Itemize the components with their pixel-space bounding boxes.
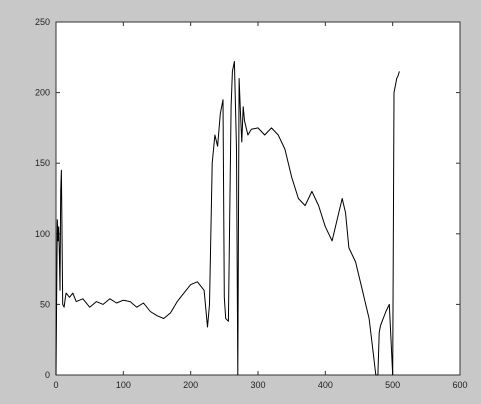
axis-tick-labels: 0 100 200 300 400 500 600 0 50 100 150 200 250 [35, 17, 468, 390]
y-tick-label: 150 [35, 158, 50, 168]
x-tick-label: 100 [116, 380, 131, 390]
plot-area [55, 21, 461, 376]
x-tick-label: 600 [452, 380, 467, 390]
x-tick-label: 300 [250, 380, 265, 390]
y-tick-label: 0 [45, 370, 50, 380]
series-group [55, 61, 400, 376]
x-tick-label: 0 [53, 380, 58, 390]
y-tick-label: 200 [35, 88, 50, 98]
y-tick-label: 50 [40, 299, 50, 309]
x-tick-label: 200 [183, 380, 198, 390]
x-tick-label: 400 [318, 380, 333, 390]
x-tick-label: 500 [385, 380, 400, 390]
y-tick-label: 100 [35, 229, 50, 239]
axis-ticks [55, 21, 461, 376]
series-line [55, 61, 400, 376]
y-tick-label: 250 [35, 17, 50, 27]
